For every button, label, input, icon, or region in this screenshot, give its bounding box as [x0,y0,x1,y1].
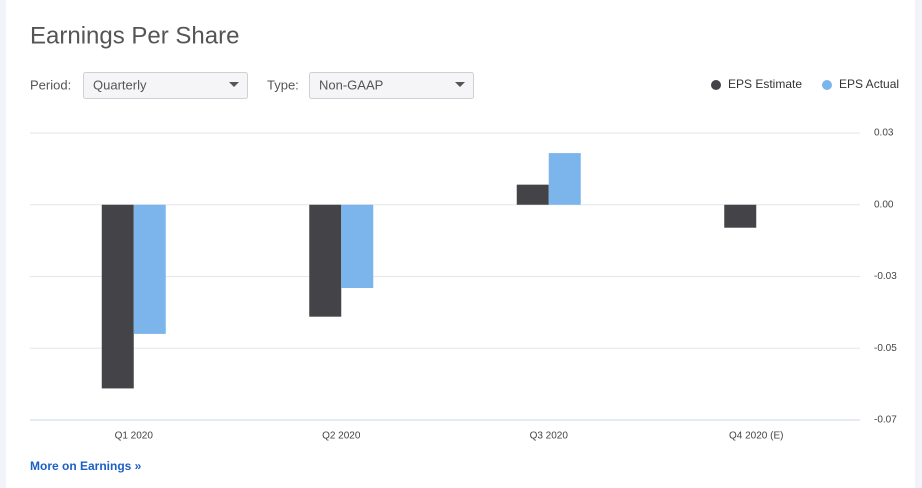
dropdown-box[interactable] [309,72,474,99]
bar [341,204,374,288]
x-tick-label: Q4 2020 (E) [729,431,783,442]
y-tick-label: -0.07 [874,415,897,426]
bar [724,204,757,228]
bar [133,204,166,334]
dropdown-value[interactable]: Non-GAAP [319,77,383,92]
more-link[interactable]: More on Earnings » [30,459,142,473]
dropdown-arrow[interactable] [229,82,239,87]
title: Earnings Per Share [30,22,239,49]
bar [309,204,342,317]
bar [101,204,134,389]
dropdown-value[interactable]: Quarterly [93,77,147,92]
legend-swatch [822,80,832,90]
legend-label: EPS Actual [839,77,899,91]
y-tick-label: -0.05 [874,343,897,354]
x-tick-label: Q1 2020 [115,431,154,442]
bar [548,153,581,205]
period-dropdown[interactable]: Quarterly [83,72,248,99]
type-dropdown[interactable]: Non-GAAP [309,72,474,99]
y-tick-label: 0.00 [874,199,894,210]
bar [516,184,549,205]
legend-swatch [711,80,721,90]
x-tick-label: Q2 2020 [322,431,361,442]
y-tick-label: 0.03 [874,128,894,139]
type-label: Type: [267,77,299,92]
dropdown-box[interactable] [83,72,248,99]
legend-label: EPS Estimate [728,77,802,91]
dropdown-arrow[interactable] [455,82,465,87]
x-tick-label: Q3 2020 [530,431,569,442]
y-tick-label: -0.03 [874,271,897,282]
period-label: Period: [30,77,71,92]
